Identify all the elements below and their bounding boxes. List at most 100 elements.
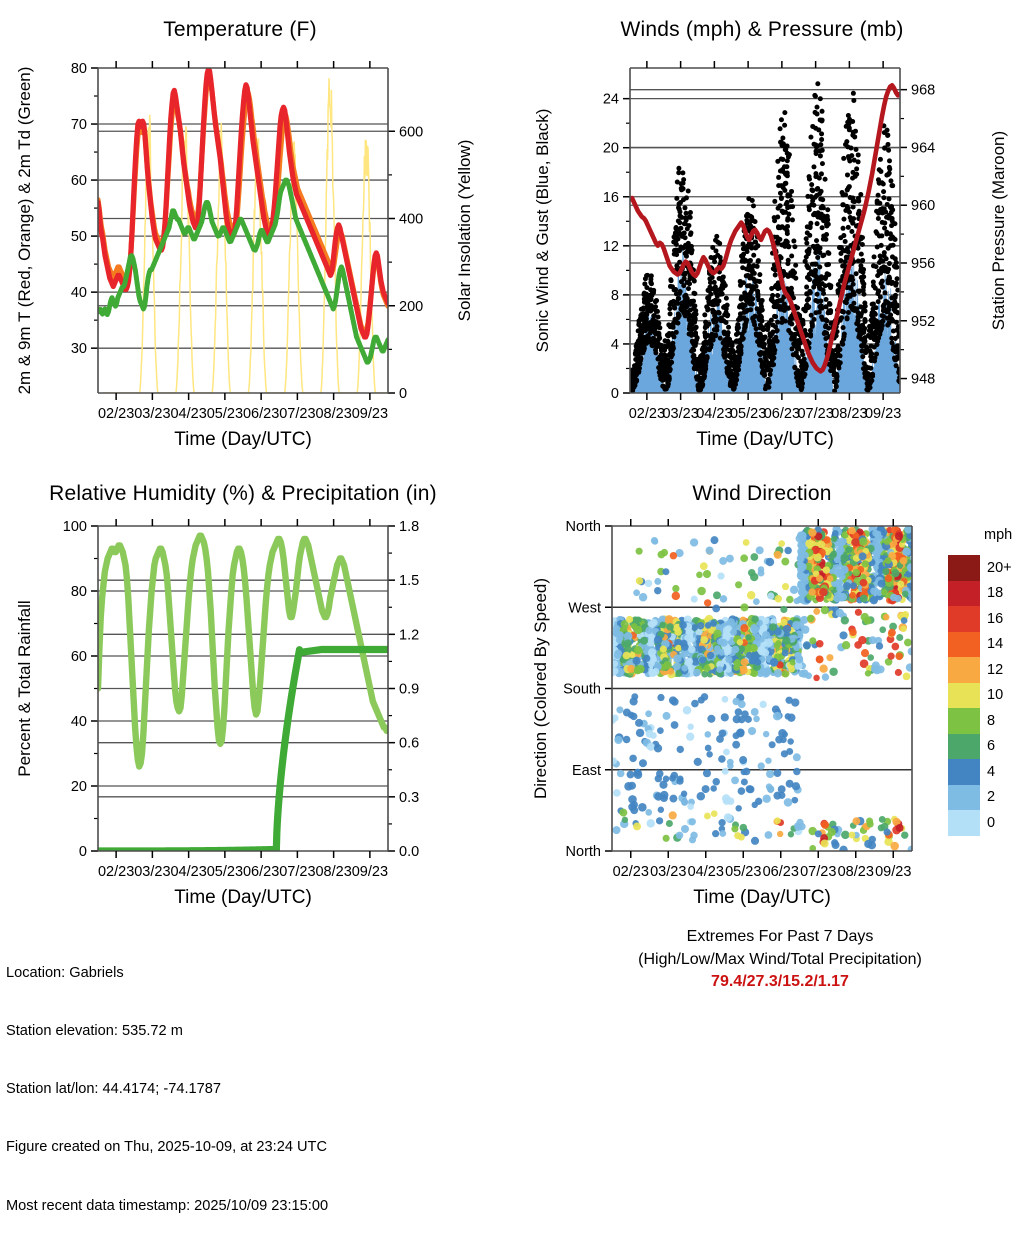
legend-row: 18 (948, 581, 1012, 607)
extremes-block: Extremes For Past 7 Days (High/Low/Max W… (560, 926, 1000, 994)
panel-humidity-title: Relative Humidity (%) & Precipitation (i… (8, 482, 478, 506)
legend-label: 14 (987, 636, 1003, 652)
svg-text:03/23: 03/23 (134, 406, 170, 422)
svg-text:Percent & Total Rainfall: Percent & Total Rainfall (15, 600, 34, 776)
panel-direction-title: Wind Direction (552, 482, 972, 506)
legend-label: 16 (987, 611, 1003, 627)
svg-text:Time (Day/UTC): Time (Day/UTC) (696, 429, 834, 450)
svg-text:30: 30 (71, 341, 87, 357)
svg-text:05/23: 05/23 (207, 406, 243, 422)
svg-text:12: 12 (603, 239, 619, 255)
svg-text:06/23: 06/23 (243, 864, 279, 880)
legend-row: 14 (948, 632, 1012, 658)
svg-text:05/23: 05/23 (730, 406, 766, 422)
svg-text:40: 40 (71, 285, 87, 301)
svg-text:40: 40 (71, 714, 87, 730)
legend-swatch (948, 683, 980, 709)
legend-swatch (948, 606, 980, 632)
svg-text:24: 24 (603, 92, 619, 108)
legend-row: 16 (948, 606, 1012, 632)
svg-text:400: 400 (399, 212, 423, 228)
station-location: Location: Gabriels (6, 964, 328, 983)
legend-label: 0 (987, 815, 995, 831)
recent-timestamp: Most recent data timestamp: 2025/10/09 2… (6, 1197, 328, 1216)
svg-text:09/23: 09/23 (352, 864, 388, 880)
svg-text:80: 80 (71, 584, 87, 600)
station-latlon: Station lat/lon: 44.4174; -74.1787 (6, 1080, 328, 1099)
figure-created: Figure created on Thu, 2025-10-09, at 23… (6, 1138, 328, 1157)
extremes-subtitle: (High/Low/Max Wind/Total Precipitation) (560, 949, 1000, 972)
legend-swatch (948, 657, 980, 683)
legend-swatch (948, 708, 980, 734)
legend-label: 8 (987, 713, 995, 729)
svg-text:07/23: 07/23 (797, 406, 833, 422)
winds-pressure-chart: 0481216202494895295696096496802/2303/230… (512, 18, 1024, 466)
legend-row: 0 (948, 810, 1012, 836)
station-elevation: Station elevation: 535.72 m (6, 1022, 328, 1041)
svg-text:968: 968 (911, 83, 935, 99)
svg-text:West: West (568, 600, 601, 616)
panel-temperature-title: Temperature (F) (30, 18, 450, 42)
svg-text:South: South (563, 682, 601, 698)
svg-text:60: 60 (71, 649, 87, 665)
svg-text:70: 70 (71, 117, 87, 133)
panel-winds-title: Winds (mph) & Pressure (mb) (552, 18, 972, 42)
svg-text:06/23: 06/23 (243, 406, 279, 422)
legend-swatch (948, 759, 980, 785)
svg-text:1.5: 1.5 (399, 573, 419, 589)
svg-text:09/23: 09/23 (865, 406, 901, 422)
extremes-title: Extremes For Past 7 Days (560, 926, 1000, 949)
legend-swatch (948, 581, 980, 607)
svg-text:08/23: 08/23 (315, 864, 351, 880)
svg-text:952: 952 (911, 314, 935, 330)
legend-unit-label: mph (984, 527, 1012, 543)
svg-text:200: 200 (399, 299, 423, 315)
svg-text:05/23: 05/23 (207, 864, 243, 880)
legend-row: 10 (948, 683, 1012, 709)
legend-label: 4 (987, 764, 995, 780)
legend-swatch (948, 810, 980, 836)
svg-text:07/23: 07/23 (279, 864, 315, 880)
svg-text:04/23: 04/23 (170, 406, 206, 422)
svg-text:20: 20 (71, 779, 87, 795)
svg-text:100: 100 (63, 519, 87, 535)
svg-text:0.9: 0.9 (399, 682, 419, 698)
svg-text:1.8: 1.8 (399, 519, 419, 535)
legend-row: 12 (948, 657, 1012, 683)
svg-text:0: 0 (79, 844, 87, 860)
svg-text:02/23: 02/23 (629, 406, 665, 422)
svg-text:0: 0 (611, 386, 619, 402)
svg-text:0: 0 (399, 386, 407, 402)
svg-text:08/23: 08/23 (315, 406, 351, 422)
svg-text:East: East (572, 763, 601, 779)
legend-swatch (948, 632, 980, 658)
svg-text:956: 956 (911, 256, 935, 272)
wind-speed-legend: 20+18 16 14 12 10 8 6 4 2 0 (948, 555, 1012, 836)
svg-text:02/23: 02/23 (98, 406, 134, 422)
svg-text:960: 960 (911, 198, 935, 214)
legend-row: 4 (948, 759, 1012, 785)
svg-text:08/23: 08/23 (831, 406, 867, 422)
legend-row: 6 (948, 734, 1012, 760)
legend-row: 20+ (948, 555, 1012, 581)
svg-text:16: 16 (603, 190, 619, 206)
legend-swatch (948, 785, 980, 811)
legend-swatch (948, 555, 980, 581)
svg-text:80: 80 (71, 61, 87, 77)
svg-text:09/23: 09/23 (352, 406, 388, 422)
svg-text:600: 600 (399, 124, 423, 140)
extremes-values: 79.4/27.3/15.2/1.17 (560, 971, 1000, 994)
svg-text:20: 20 (603, 141, 619, 157)
svg-text:8: 8 (611, 288, 619, 304)
svg-text:Sonic Wind & Gust (Blue, Black: Sonic Wind & Gust (Blue, Black) (533, 109, 552, 353)
svg-text:North: North (566, 519, 601, 535)
svg-text:0.0: 0.0 (399, 844, 419, 860)
svg-text:948: 948 (911, 372, 935, 388)
legend-row: 2 (948, 785, 1012, 811)
legend-label: 10 (987, 687, 1003, 703)
panel-humidity-precip: Relative Humidity (%) & Precipitation (i… (0, 482, 512, 902)
